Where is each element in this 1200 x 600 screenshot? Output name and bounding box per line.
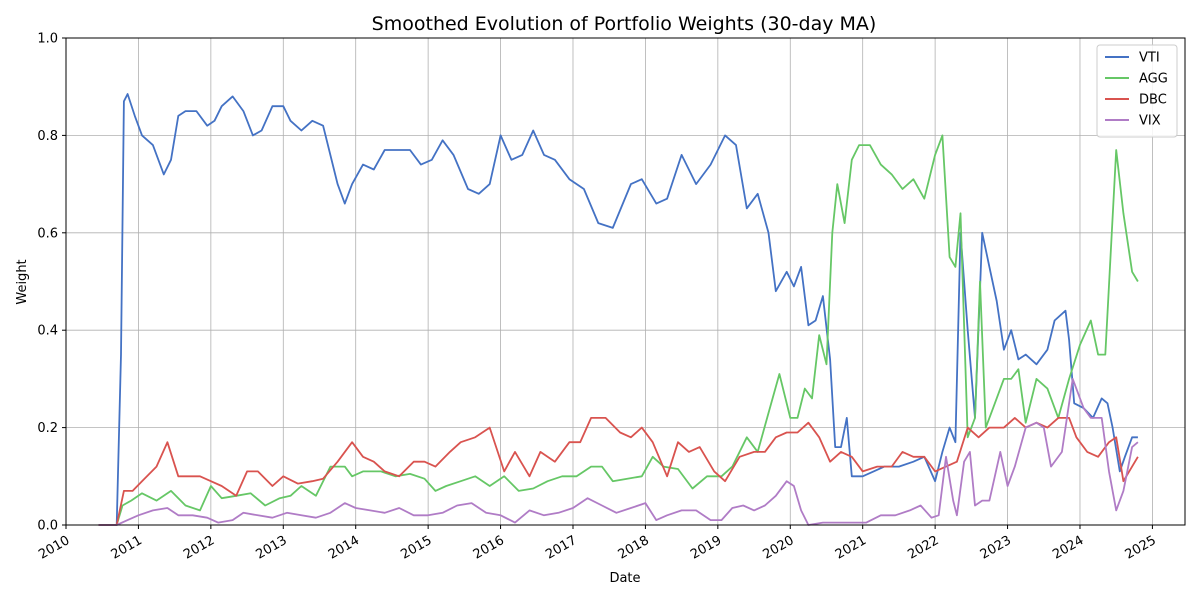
legend: VTI AGG DBC VIX — [1096, 44, 1178, 138]
plot-frame — [65, 37, 1186, 526]
legend-label-agg: AGG — [1139, 72, 1168, 87]
y-axis-label: Weight — [15, 259, 30, 304]
y-tick-label: 0.8 — [37, 129, 58, 144]
series-line-agg — [98, 134, 1139, 526]
y-tick-label: 0.6 — [37, 226, 58, 241]
series-line-vix — [98, 378, 1139, 526]
y-tick-label: 0.0 — [37, 519, 58, 534]
y-tick-label: 1.0 — [37, 32, 58, 47]
y-tick-label: 0.2 — [37, 421, 58, 436]
y-axis: 0.0 0.2 0.4 0.6 0.8 1.0 — [37, 32, 66, 534]
legend-label-vti: VTI — [1139, 51, 1160, 66]
series-line-dbc — [98, 417, 1139, 526]
legend-box — [1096, 44, 1178, 138]
x-axis-label: Date — [609, 571, 640, 586]
y-tick-label: 0.4 — [37, 324, 58, 339]
series-lines — [98, 93, 1139, 526]
legend-label-dbc: DBC — [1139, 93, 1167, 108]
legend-label-vix: VIX — [1139, 114, 1161, 129]
series-line-vti — [98, 93, 1138, 526]
chart-title: Smoothed Evolution of Portfolio Weights … — [372, 13, 877, 35]
